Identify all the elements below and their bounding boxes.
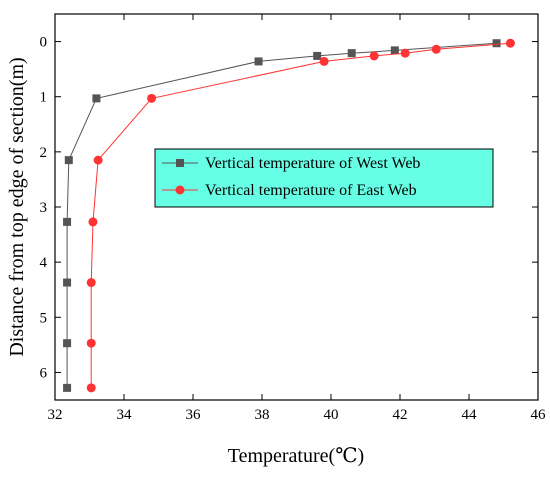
data-point [431,44,441,54]
data-point [319,56,329,66]
x-tick-label: 38 [255,407,270,423]
series-line [66,42,497,388]
series-west-web [63,39,501,392]
data-point [63,278,72,287]
data-point [86,338,96,348]
x-tick-label: 44 [462,407,478,423]
legend-marker [176,159,184,167]
data-point [254,57,263,66]
data-point [147,93,157,103]
data-point [63,217,72,226]
data-point [86,278,96,288]
y-tick-label: 5 [40,310,48,326]
data-point [313,51,322,60]
legend-marker [175,185,185,195]
data-point [63,339,72,348]
data-point [492,39,501,48]
y-tick-label: 3 [40,200,48,216]
data-point [64,156,73,165]
x-tick-label: 40 [324,407,339,423]
legend-label: Vertical temperature of East Web [205,182,417,199]
x-tick-label: 42 [393,407,408,423]
y-tick-label: 2 [40,145,48,161]
x-tick-label: 46 [531,407,547,423]
legend: Vertical temperature of West Web Vertical… [154,148,494,208]
legend-box [154,148,494,208]
x-axis-title: Temperature(℃) [228,445,364,467]
legend-label: Vertical temperature of West Web [205,155,420,172]
y-tick-label: 0 [40,35,48,51]
data-point [93,155,103,165]
data-point [86,383,96,393]
data-point [400,48,410,58]
data-point [347,49,356,58]
y-tick-label: 6 [40,365,48,381]
data-point [63,383,72,392]
y-axis-title: Distance from top edge of section(m) [6,57,28,356]
y-tick-label: 4 [40,255,48,271]
data-point [369,51,379,61]
data-point [88,217,98,227]
y-tick-label: 1 [40,90,48,106]
data-point [92,94,101,103]
data-point [390,46,399,55]
series-east-web [86,38,515,393]
x-tick-label: 32 [48,407,63,423]
x-tick-label: 34 [117,407,133,423]
x-tick-label: 36 [186,407,202,423]
series-layer [63,38,515,393]
data-point [505,38,515,48]
